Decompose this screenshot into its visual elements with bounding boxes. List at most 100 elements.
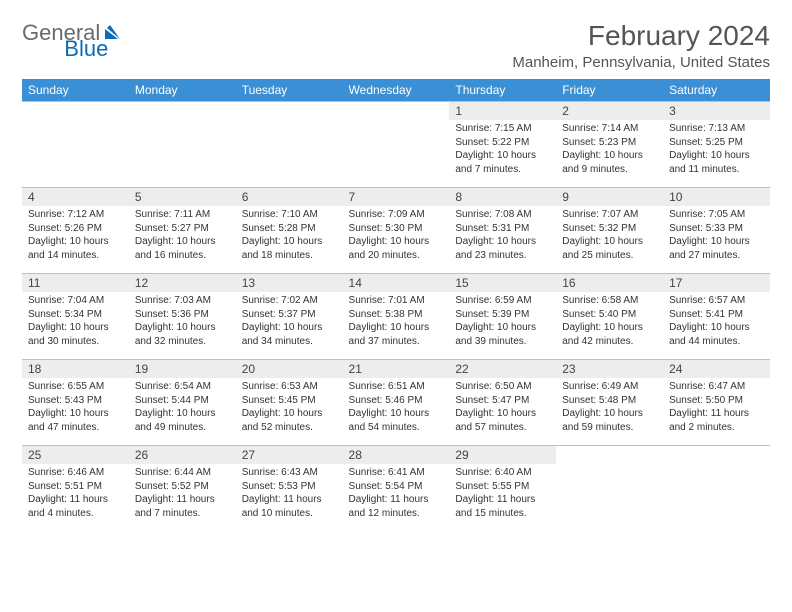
sunrise-text: Sunrise: 6:55 AM <box>28 380 123 394</box>
day-details: Sunrise: 7:08 AMSunset: 5:31 PMDaylight:… <box>449 206 556 266</box>
sunrise-text: Sunrise: 7:15 AM <box>455 122 550 136</box>
sunset-text: Sunset: 5:46 PM <box>349 394 444 408</box>
day-header: Sunday <box>22 79 129 102</box>
sunrise-text: Sunrise: 6:47 AM <box>669 380 764 394</box>
day-number: 21 <box>343 360 450 378</box>
calendar-cell: 6Sunrise: 7:10 AMSunset: 5:28 PMDaylight… <box>236 188 343 274</box>
day-number: 25 <box>22 446 129 464</box>
day-header: Tuesday <box>236 79 343 102</box>
calendar-body: 1Sunrise: 7:15 AMSunset: 5:22 PMDaylight… <box>22 102 770 532</box>
day-number: 12 <box>129 274 236 292</box>
sunset-text: Sunset: 5:53 PM <box>242 480 337 494</box>
calendar-cell: 9Sunrise: 7:07 AMSunset: 5:32 PMDaylight… <box>556 188 663 274</box>
day-header: Saturday <box>663 79 770 102</box>
month-title: February 2024 <box>512 20 770 52</box>
daylight-text: Daylight: 10 hours and 59 minutes. <box>562 407 657 434</box>
sunset-text: Sunset: 5:39 PM <box>455 308 550 322</box>
calendar-cell: 4Sunrise: 7:12 AMSunset: 5:26 PMDaylight… <box>22 188 129 274</box>
daylight-text: Daylight: 10 hours and 44 minutes. <box>669 321 764 348</box>
sunrise-text: Sunrise: 6:41 AM <box>349 466 444 480</box>
day-number: 4 <box>22 188 129 206</box>
daylight-text: Daylight: 10 hours and 52 minutes. <box>242 407 337 434</box>
day-details: Sunrise: 7:01 AMSunset: 5:38 PMDaylight:… <box>343 292 450 352</box>
day-number: 13 <box>236 274 343 292</box>
sunrise-text: Sunrise: 6:51 AM <box>349 380 444 394</box>
day-details: Sunrise: 6:59 AMSunset: 5:39 PMDaylight:… <box>449 292 556 352</box>
day-details: Sunrise: 7:03 AMSunset: 5:36 PMDaylight:… <box>129 292 236 352</box>
sunset-text: Sunset: 5:28 PM <box>242 222 337 236</box>
day-number: 3 <box>663 102 770 120</box>
day-number: 24 <box>663 360 770 378</box>
daylight-text: Daylight: 11 hours and 4 minutes. <box>28 493 123 520</box>
day-number: 17 <box>663 274 770 292</box>
calendar-cell <box>663 446 770 532</box>
calendar-week: 25Sunrise: 6:46 AMSunset: 5:51 PMDayligh… <box>22 446 770 532</box>
calendar-cell <box>236 102 343 188</box>
calendar-cell: 27Sunrise: 6:43 AMSunset: 5:53 PMDayligh… <box>236 446 343 532</box>
day-number: 23 <box>556 360 663 378</box>
sunset-text: Sunset: 5:37 PM <box>242 308 337 322</box>
daylight-text: Daylight: 10 hours and 27 minutes. <box>669 235 764 262</box>
daylight-text: Daylight: 10 hours and 14 minutes. <box>28 235 123 262</box>
sunrise-text: Sunrise: 7:12 AM <box>28 208 123 222</box>
sunrise-text: Sunrise: 7:08 AM <box>455 208 550 222</box>
day-details: Sunrise: 6:55 AMSunset: 5:43 PMDaylight:… <box>22 378 129 438</box>
day-number: 10 <box>663 188 770 206</box>
day-details: Sunrise: 6:54 AMSunset: 5:44 PMDaylight:… <box>129 378 236 438</box>
calendar-cell: 23Sunrise: 6:49 AMSunset: 5:48 PMDayligh… <box>556 360 663 446</box>
daylight-text: Daylight: 11 hours and 10 minutes. <box>242 493 337 520</box>
daylight-text: Daylight: 10 hours and 9 minutes. <box>562 149 657 176</box>
day-number: 20 <box>236 360 343 378</box>
page-header: General Blue February 2024 Manheim, Penn… <box>22 20 770 71</box>
sunset-text: Sunset: 5:40 PM <box>562 308 657 322</box>
sunset-text: Sunset: 5:54 PM <box>349 480 444 494</box>
sunset-text: Sunset: 5:23 PM <box>562 136 657 150</box>
sunrise-text: Sunrise: 6:53 AM <box>242 380 337 394</box>
day-details: Sunrise: 7:12 AMSunset: 5:26 PMDaylight:… <box>22 206 129 266</box>
calendar-cell: 25Sunrise: 6:46 AMSunset: 5:51 PMDayligh… <box>22 446 129 532</box>
sunrise-text: Sunrise: 7:01 AM <box>349 294 444 308</box>
daylight-text: Daylight: 10 hours and 11 minutes. <box>669 149 764 176</box>
daylight-text: Daylight: 10 hours and 39 minutes. <box>455 321 550 348</box>
calendar-cell: 29Sunrise: 6:40 AMSunset: 5:55 PMDayligh… <box>449 446 556 532</box>
sunrise-text: Sunrise: 6:57 AM <box>669 294 764 308</box>
calendar-cell: 20Sunrise: 6:53 AMSunset: 5:45 PMDayligh… <box>236 360 343 446</box>
sunset-text: Sunset: 5:33 PM <box>669 222 764 236</box>
day-number: 29 <box>449 446 556 464</box>
sunrise-text: Sunrise: 6:40 AM <box>455 466 550 480</box>
calendar-cell: 15Sunrise: 6:59 AMSunset: 5:39 PMDayligh… <box>449 274 556 360</box>
calendar-cell: 21Sunrise: 6:51 AMSunset: 5:46 PMDayligh… <box>343 360 450 446</box>
day-details: Sunrise: 6:43 AMSunset: 5:53 PMDaylight:… <box>236 464 343 524</box>
day-number: 11 <box>22 274 129 292</box>
day-details: Sunrise: 6:47 AMSunset: 5:50 PMDaylight:… <box>663 378 770 438</box>
day-details: Sunrise: 7:13 AMSunset: 5:25 PMDaylight:… <box>663 120 770 180</box>
sunset-text: Sunset: 5:34 PM <box>28 308 123 322</box>
daylight-text: Daylight: 10 hours and 34 minutes. <box>242 321 337 348</box>
sunset-text: Sunset: 5:52 PM <box>135 480 230 494</box>
sunset-text: Sunset: 5:44 PM <box>135 394 230 408</box>
calendar-cell: 11Sunrise: 7:04 AMSunset: 5:34 PMDayligh… <box>22 274 129 360</box>
calendar-week: 4Sunrise: 7:12 AMSunset: 5:26 PMDaylight… <box>22 188 770 274</box>
sunset-text: Sunset: 5:43 PM <box>28 394 123 408</box>
sunset-text: Sunset: 5:48 PM <box>562 394 657 408</box>
daylight-text: Daylight: 10 hours and 20 minutes. <box>349 235 444 262</box>
calendar-cell: 14Sunrise: 7:01 AMSunset: 5:38 PMDayligh… <box>343 274 450 360</box>
day-number: 16 <box>556 274 663 292</box>
day-number: 14 <box>343 274 450 292</box>
daylight-text: Daylight: 10 hours and 37 minutes. <box>349 321 444 348</box>
sunset-text: Sunset: 5:50 PM <box>669 394 764 408</box>
calendar-cell: 8Sunrise: 7:08 AMSunset: 5:31 PMDaylight… <box>449 188 556 274</box>
sunrise-text: Sunrise: 6:44 AM <box>135 466 230 480</box>
calendar-cell: 5Sunrise: 7:11 AMSunset: 5:27 PMDaylight… <box>129 188 236 274</box>
day-number: 22 <box>449 360 556 378</box>
daylight-text: Daylight: 10 hours and 32 minutes. <box>135 321 230 348</box>
day-number: 8 <box>449 188 556 206</box>
day-header-row: SundayMondayTuesdayWednesdayThursdayFrid… <box>22 79 770 102</box>
day-details: Sunrise: 6:58 AMSunset: 5:40 PMDaylight:… <box>556 292 663 352</box>
daylight-text: Daylight: 10 hours and 47 minutes. <box>28 407 123 434</box>
sunrise-text: Sunrise: 7:13 AM <box>669 122 764 136</box>
day-number: 7 <box>343 188 450 206</box>
sunrise-text: Sunrise: 6:58 AM <box>562 294 657 308</box>
brand-logo: General Blue <box>22 20 174 46</box>
calendar-cell: 24Sunrise: 6:47 AMSunset: 5:50 PMDayligh… <box>663 360 770 446</box>
